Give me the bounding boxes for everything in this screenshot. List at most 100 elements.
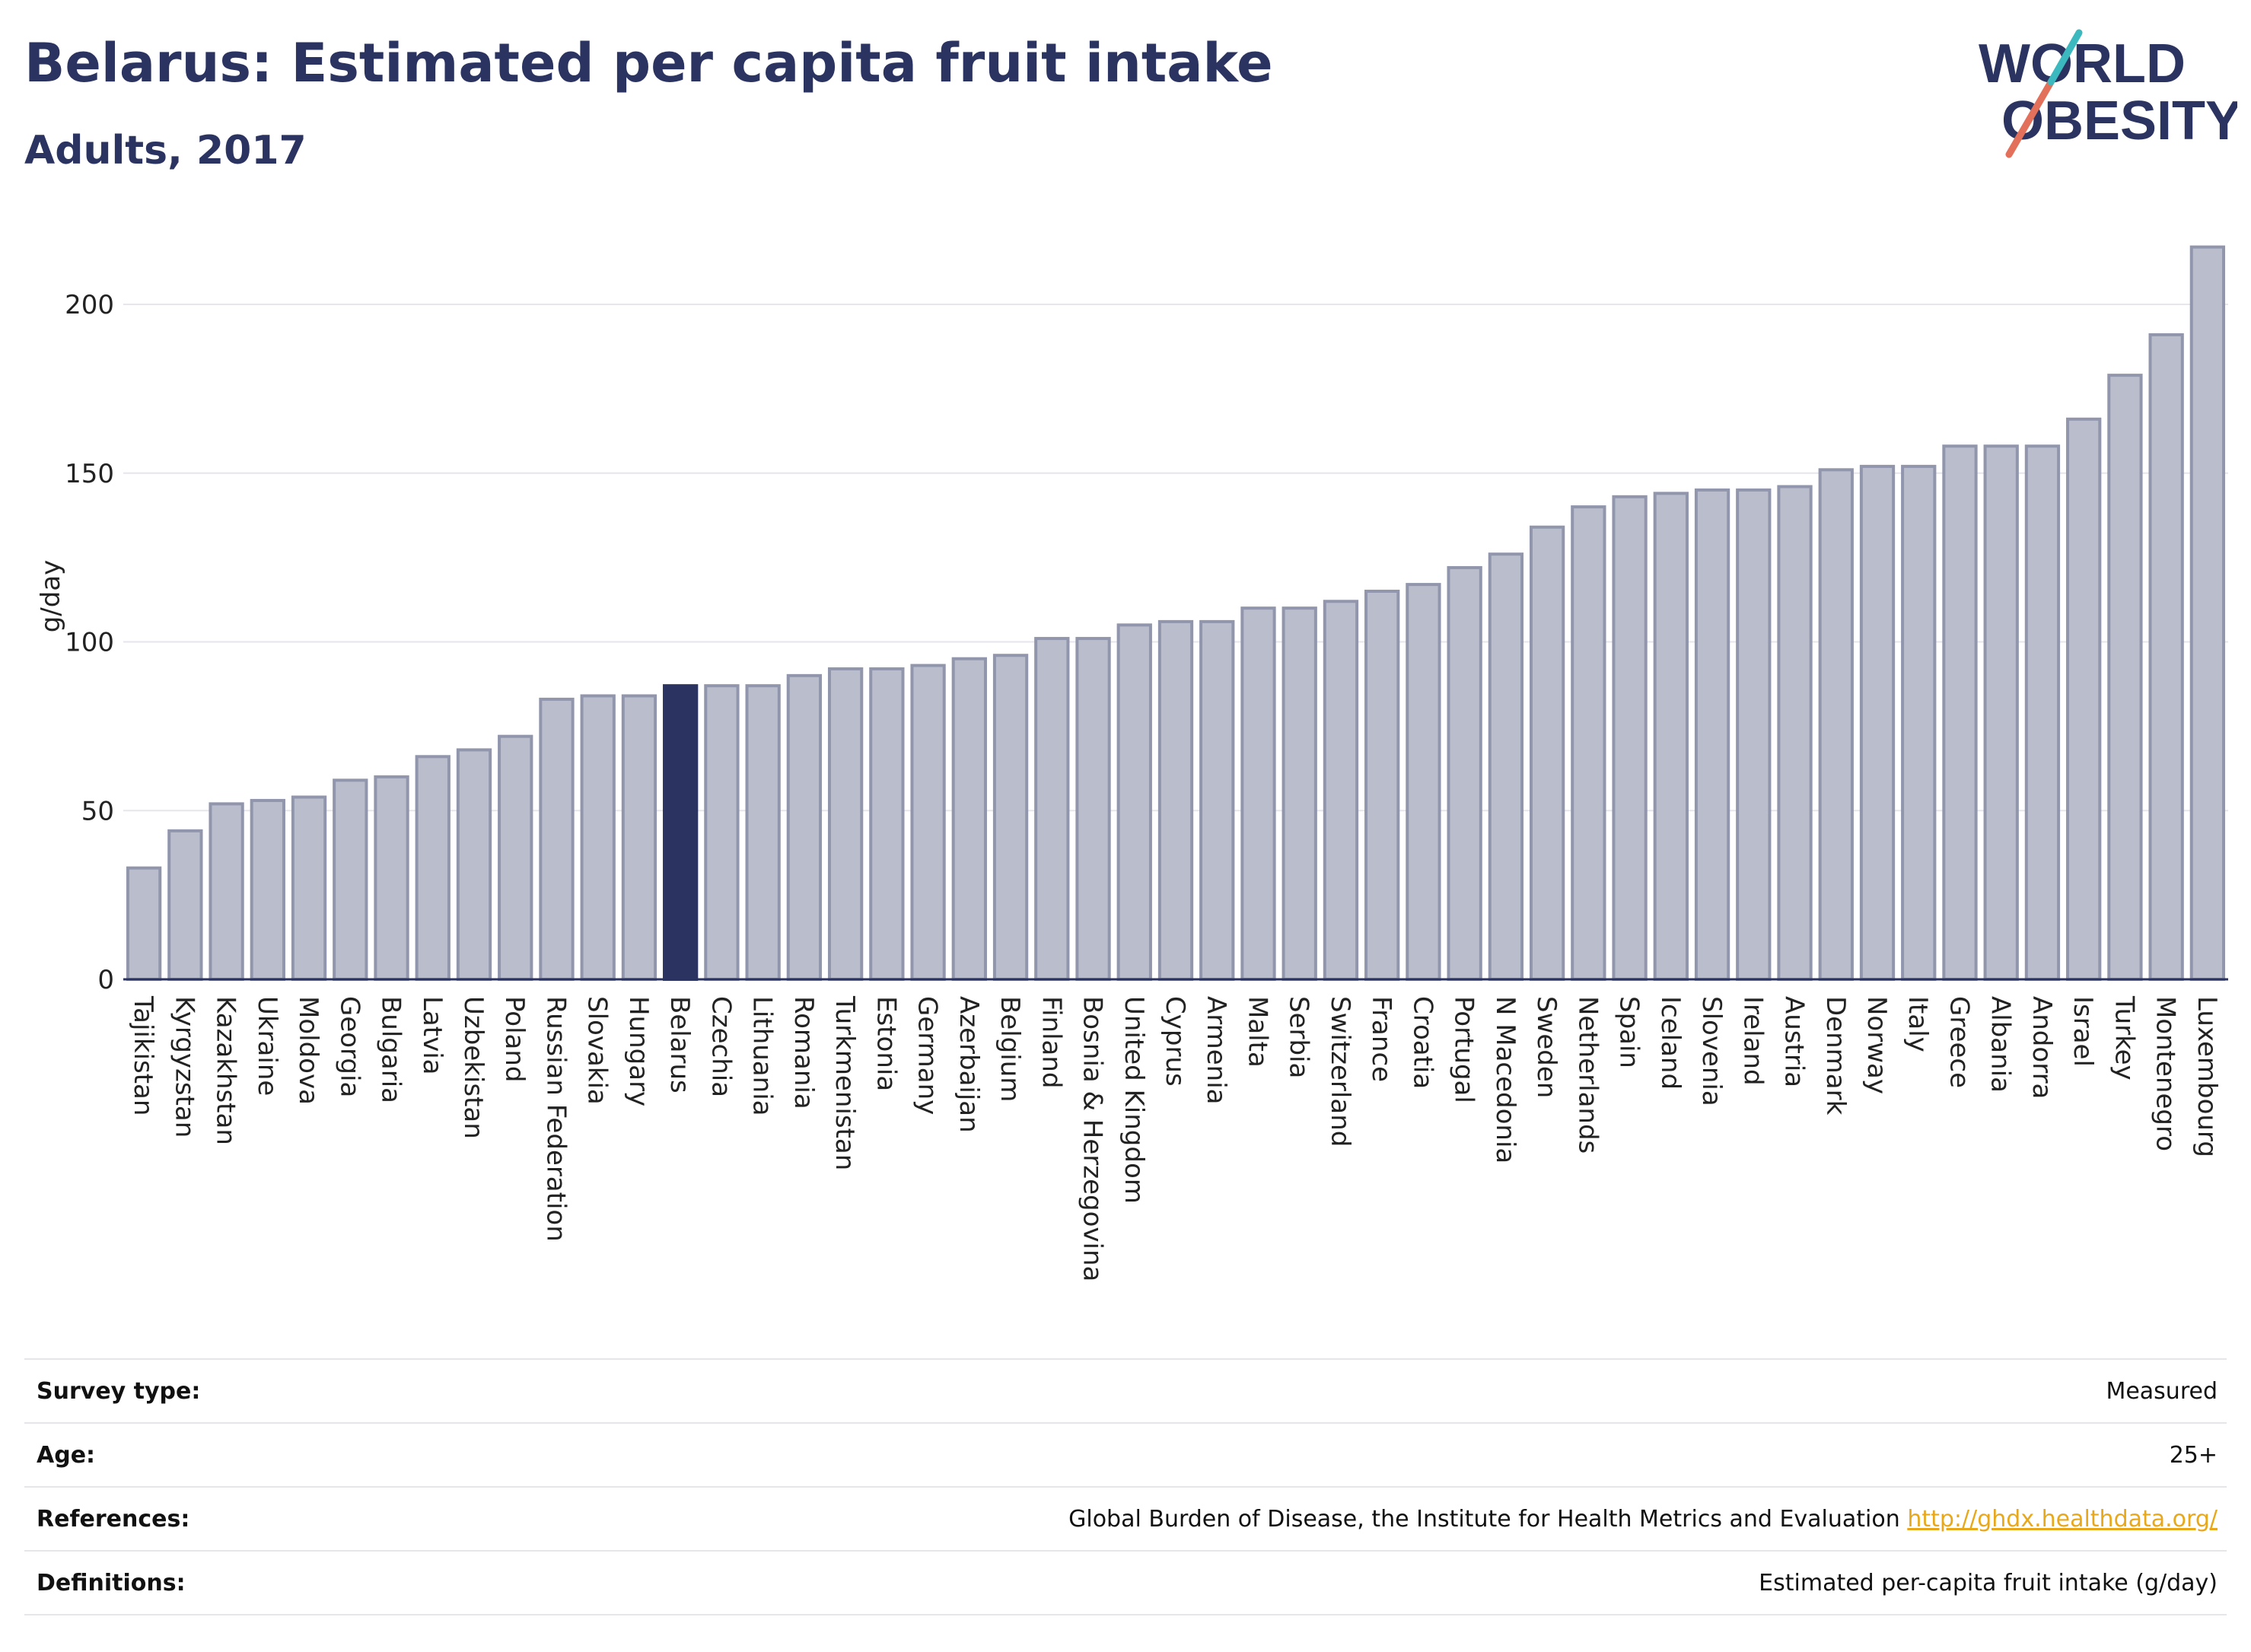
x-tick-label: N Macedonia [1490, 996, 1520, 1163]
bar-slovenia [1694, 488, 1730, 981]
references-text: Global Burden of Disease, the Institute … [1068, 1506, 1900, 1533]
chart-subtitle: Adults, 2017 [24, 128, 307, 173]
bar-germany [910, 664, 946, 981]
x-tick-label: Moldova [293, 996, 323, 1105]
x-tick-label: Croatia [1407, 996, 1438, 1089]
x-tick-label: Hungary [623, 996, 654, 1106]
bar-united-kingdom [1116, 623, 1152, 981]
x-tick-label: Switzerland [1325, 996, 1355, 1147]
x-tick-label: Sweden [1531, 996, 1562, 1098]
bar-czechia [704, 684, 740, 982]
age-value: 25+ [2169, 1442, 2218, 1469]
meta-row-survey-type: Survey type: Measured [24, 1358, 2227, 1422]
x-tick-label: Belgium [995, 996, 1025, 1102]
x-tick-label: Ukraine [252, 996, 282, 1096]
x-tick-label: Romania [788, 996, 819, 1109]
bar-latvia [415, 755, 451, 981]
x-tick-label: Turkmenistan [829, 995, 860, 1170]
x-tick-label: Iceland [1655, 996, 1686, 1090]
x-tick-label: Georgia [334, 996, 365, 1097]
bar-spain [1612, 495, 1648, 981]
logo-slash-teal [2047, 29, 2083, 86]
bar-iceland [1653, 492, 1689, 981]
x-tick-label: Armenia [1201, 996, 1231, 1105]
meta-row-definitions: Definitions: Estimated per-capita fruit … [24, 1550, 2227, 1615]
x-tick-label: Finland [1036, 996, 1066, 1089]
x-axis-labels: Tajikistan Kyrgyzstan Kazakhstan Ukraine Mol… [128, 995, 2222, 1281]
age-label: Age: [37, 1442, 96, 1469]
bar-cyprus [1157, 619, 1194, 981]
y-axis-label: g/day [36, 560, 66, 633]
x-tick-label: Estonia [871, 996, 901, 1091]
x-tick-label: Montenegro [2151, 996, 2181, 1151]
x-tick-label: Portugal [1449, 996, 1479, 1103]
bar-netherlands [1571, 505, 1606, 981]
references-link[interactable]: http://ghdx.healthdata.org/ [1907, 1506, 2218, 1533]
bar-ukraine [250, 798, 285, 981]
y-tick-label: 0 [97, 965, 114, 995]
bar-italy [1901, 464, 1937, 981]
meta-row-references: References: Global Burden of Disease, th… [24, 1486, 2227, 1550]
x-tick-label: Belarus [664, 996, 695, 1093]
bar-kazakhstan [209, 802, 244, 981]
bar-norway [1859, 464, 1896, 981]
world-obesity-logo: WORLD OBESITY [1979, 29, 2237, 158]
bar-albania [1983, 444, 2019, 981]
bar-estonia [869, 667, 905, 981]
bar-malta [1240, 606, 1276, 982]
bar-finland [1034, 637, 1070, 981]
x-tick-label: Netherlands [1572, 996, 1603, 1154]
x-tick-label: Serbia [1284, 996, 1314, 1078]
x-tick-label: Azerbaijan [954, 996, 984, 1133]
bar-montenegro [2148, 333, 2184, 982]
survey-type-label: Survey type: [37, 1378, 201, 1405]
x-tick-label: Luxembourg [2192, 996, 2222, 1157]
bar-ireland [1736, 488, 1772, 981]
x-tick-label: Denmark [1820, 996, 1851, 1116]
x-tick-label: Russian Federation [540, 996, 571, 1242]
x-tick-label: France [1366, 996, 1396, 1082]
bar-luxembourg [2189, 245, 2226, 982]
x-tick-label: Israel [2068, 996, 2098, 1067]
bar-bosnia-herzegovina [1075, 637, 1111, 981]
x-tick-label: Ireland [1737, 996, 1768, 1086]
x-tick-label: Kyrgyzstan [169, 996, 199, 1138]
y-tick-label: 150 [65, 459, 114, 489]
definitions-value: Estimated per-capita fruit intake (g/day… [1759, 1570, 2218, 1596]
bar-croatia [1406, 583, 1441, 981]
bar-portugal [1447, 565, 1482, 981]
y-tick-label: 200 [65, 290, 114, 320]
x-tick-label: Bosnia & Herzegovina [1078, 996, 1108, 1281]
x-tick-label: Slovenia [1696, 996, 1727, 1106]
bar-romania [786, 673, 823, 981]
x-tick-label: Andorra [2027, 996, 2057, 1099]
bar-belarus [663, 684, 699, 982]
meta-row-age: Age: 25+ [24, 1422, 2227, 1486]
bar-greece [1942, 444, 1978, 981]
y-axis-ticks: 0 50 100 150 200 [65, 290, 114, 995]
bar-moldova [291, 795, 327, 982]
bar-israel [2066, 417, 2102, 981]
references-label: References: [37, 1506, 190, 1533]
logo-slash-red [2005, 78, 2055, 158]
bar-armenia [1199, 619, 1235, 981]
x-tick-label: Lithuania [747, 996, 778, 1116]
x-tick-label: Norway [1861, 996, 1892, 1094]
x-tick-label: Bulgaria [376, 996, 406, 1103]
bar-belgium [992, 654, 1029, 981]
x-tick-label: Cyprus [1160, 996, 1190, 1087]
bar-switzerland [1323, 600, 1359, 982]
bar-lithuania [745, 684, 781, 982]
bar-tajikistan [126, 866, 162, 982]
x-tick-label: United Kingdom [1119, 996, 1149, 1204]
bar-serbia [1282, 606, 1317, 982]
bar-denmark [1818, 468, 1854, 981]
bar-georgia [333, 778, 368, 981]
bar-n-macedonia [1488, 552, 1524, 981]
y-tick-label: 100 [65, 628, 114, 658]
x-tick-label: Slovakia [582, 996, 613, 1105]
bar-poland [498, 734, 533, 981]
bar-andorra [2024, 444, 2061, 981]
bar-bulgaria [374, 775, 409, 982]
bar-slovakia [580, 694, 616, 982]
